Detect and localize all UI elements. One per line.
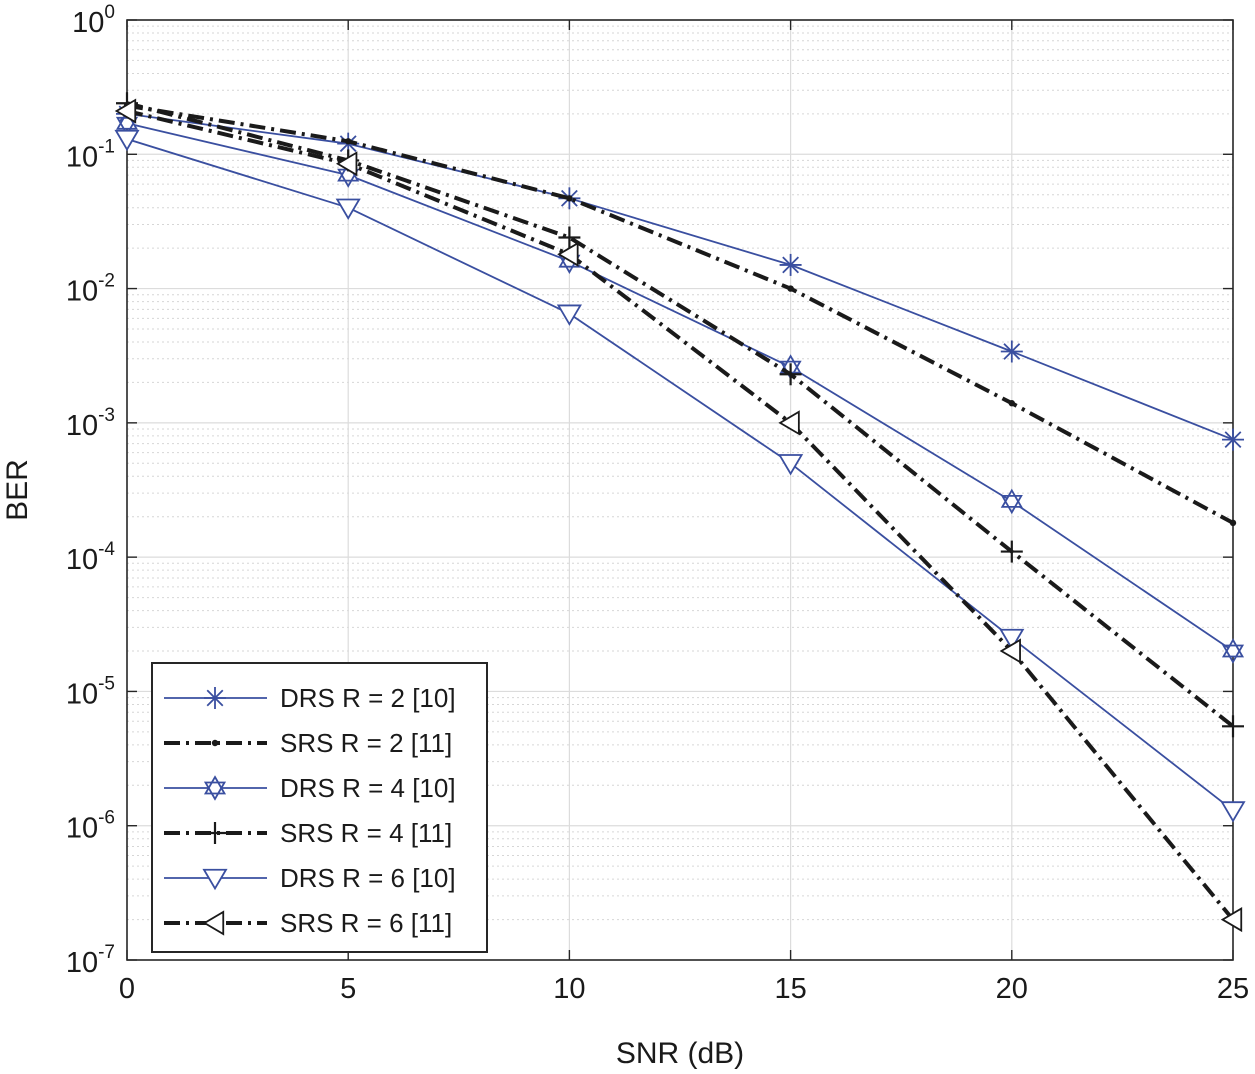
x-tick-label: 5 <box>340 973 356 1005</box>
series-line <box>126 103 1234 525</box>
dot-marker <box>211 739 219 747</box>
legend-entry: DRS R = 4 [10] <box>164 773 456 803</box>
series-line <box>126 122 1234 652</box>
legend-entry: DRS R = 2 [10] <box>164 683 456 713</box>
x-axis-label: SNR (dB) <box>616 1037 744 1070</box>
series-6 <box>114 98 1243 933</box>
x-tick-label: 10 <box>553 973 585 1005</box>
data-point-dot <box>1008 400 1015 407</box>
x-tick-label: 15 <box>774 973 806 1005</box>
y-tick-label: 10-4 <box>66 539 116 576</box>
data-point-plus <box>779 363 802 386</box>
asterisk-marker <box>204 687 226 709</box>
data-point-triangle-down <box>778 454 804 476</box>
legend-entry: SRS R = 2 [11] <box>164 728 452 758</box>
data-point-triangle-left <box>1220 907 1243 933</box>
legend-entry: DRS R = 6 [10] <box>164 863 456 893</box>
series-line <box>126 138 1234 812</box>
series-1 <box>116 102 1244 451</box>
x-tick-label: 0 <box>119 973 135 1005</box>
x-tick-label: 25 <box>1217 973 1249 1005</box>
series-line <box>126 101 1235 728</box>
data-point-dot <box>345 138 352 145</box>
series-line <box>126 113 1234 441</box>
data-point-triangle-left <box>114 98 137 124</box>
series-layer <box>114 92 1246 933</box>
data-point-hexagram <box>1000 488 1023 515</box>
plot-area-frame <box>126 19 1234 961</box>
legend-box <box>151 662 488 953</box>
y-tick-label: 10-3 <box>66 405 115 442</box>
legend-label: SRS R = 4 [11] <box>280 818 452 848</box>
legend-entry: SRS R = 6 [11] <box>164 908 452 938</box>
data-point-triangle-down <box>556 304 582 326</box>
x-axis-ticks: 0 5 10 15 20 25 <box>119 20 1249 1005</box>
legend-label: SRS R = 6 [11] <box>280 908 452 938</box>
data-point-plus <box>558 226 581 249</box>
series-5 <box>114 129 1246 823</box>
y-tick-label: 10-2 <box>66 271 115 308</box>
y-tick-label: 10-6 <box>66 808 115 845</box>
data-point-asterisk <box>779 253 802 276</box>
legend-label: DRS R = 4 [10] <box>280 773 456 803</box>
legend-entry: SRS R = 4 [11] <box>164 818 452 848</box>
data-point-triangle-down <box>1220 801 1246 823</box>
y-axis-label: BER <box>1 459 34 521</box>
data-point-dot <box>1229 519 1237 527</box>
data-point-dot <box>787 285 794 292</box>
data-point-triangle-left <box>999 638 1021 664</box>
data-point-triangle-left <box>778 410 800 436</box>
y-tick-label: 10-1 <box>66 136 115 173</box>
data-point-hexagram <box>1221 638 1245 664</box>
legend: DRS R = 2 [10] SRS R = 2 [11] DRS R = 4 [1… <box>151 662 488 953</box>
series-line <box>126 109 1235 921</box>
triangle-down-marker <box>202 868 228 891</box>
hexagram-marker <box>203 775 227 801</box>
x-tick-label: 20 <box>996 973 1028 1005</box>
legend-label: SRS R = 2 [11] <box>280 728 452 758</box>
y-tick-label: 10-5 <box>66 673 115 710</box>
series-2 <box>123 102 1237 527</box>
data-point-triangle-left <box>335 151 358 177</box>
triangle-left-marker <box>202 910 225 936</box>
y-tick-label: 100 <box>72 2 115 39</box>
data-point-triangle-left <box>557 241 579 267</box>
data-point-asterisk <box>1000 340 1023 363</box>
plus-marker <box>204 822 226 844</box>
legend-label: DRS R = 6 [10] <box>280 863 456 893</box>
y-tick-label: 10-7 <box>66 942 115 979</box>
y-axis-ticks: 100 10-1 10-2 10-3 10-4 10-5 10-6 10-7 <box>66 2 1233 979</box>
legend-label: DRS R = 2 [10] <box>280 683 456 713</box>
data-point-triangle-down <box>114 129 140 152</box>
data-point-plus <box>1000 540 1023 563</box>
data-point-asterisk <box>1222 428 1244 451</box>
data-point-dot <box>566 195 573 202</box>
data-point-plus <box>1222 715 1244 738</box>
data-point-triangle-down <box>999 628 1025 651</box>
data-point-triangle-down <box>335 198 361 220</box>
